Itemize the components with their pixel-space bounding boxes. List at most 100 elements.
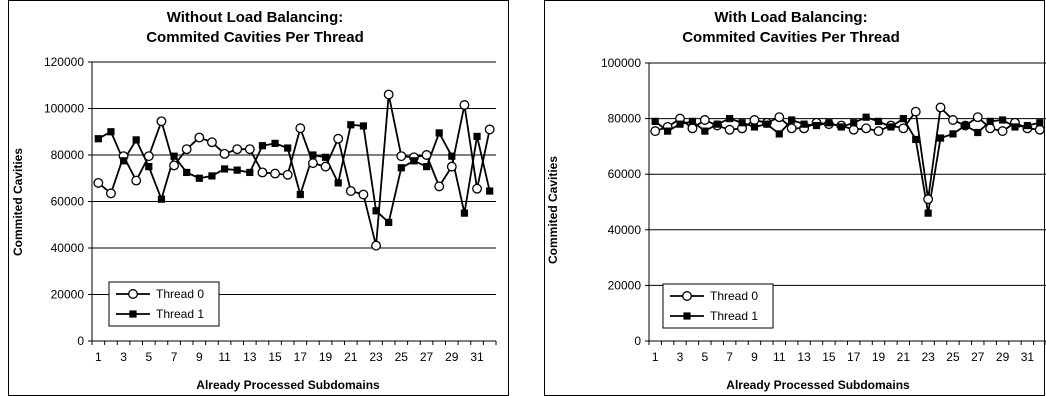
x-tick-label: 19 (872, 350, 886, 364)
x-axis-title: Already Processed Subdomains (196, 378, 380, 392)
data-point-thread-1 (460, 209, 469, 217)
data-point-thread-0 (383, 89, 394, 100)
data-point-thread-0 (244, 144, 255, 155)
x-tick-label: 7 (726, 350, 733, 364)
data-point-thread-1 (738, 119, 746, 127)
x-tick-label: 19 (319, 350, 333, 364)
data-point-thread-1 (145, 163, 153, 171)
data-point-thread-0 (472, 183, 483, 194)
data-point-thread-0 (181, 144, 192, 155)
data-point-thread-0 (257, 167, 268, 178)
chart-title-line-2: Commited Cavities Per Thread (146, 29, 364, 46)
x-tick-label: 1 (95, 350, 102, 364)
x-tick-label: 11 (773, 350, 786, 364)
x-tick-label: 13 (797, 350, 811, 364)
chart-title-line-1: With Load Balancing: (714, 9, 867, 26)
data-point-thread-0 (421, 150, 432, 160)
data-point-thread-1 (334, 179, 342, 187)
x-tick-label: 5 (145, 350, 152, 364)
x-tick-label: 13 (243, 350, 257, 364)
data-point-thread-1 (486, 187, 494, 195)
data-point-thread-0 (358, 189, 369, 200)
data-point-thread-1 (887, 123, 895, 131)
data-point-thread-1 (296, 190, 304, 199)
x-axis-title: Already Processed Subdomains (726, 378, 910, 392)
data-point-thread-1 (825, 119, 833, 127)
data-point-thread-0 (371, 240, 382, 251)
data-point-thread-1 (899, 115, 907, 123)
data-point-thread-0 (131, 175, 142, 186)
chart-without-load-balancing: Without Load Balancing: Commited Cavitie… (8, 0, 509, 396)
data-point-thread-0 (446, 161, 457, 172)
data-point-thread-0 (699, 115, 710, 125)
x-tick-label: 23 (369, 350, 383, 364)
x-tick-label: 5 (701, 350, 708, 364)
x-tick-label: 3 (120, 350, 127, 364)
x-tick-label: 31 (470, 350, 484, 364)
x-tick-label: 29 (996, 350, 1010, 364)
x-tick-label: 9 (196, 350, 203, 364)
data-point-thread-0 (143, 151, 154, 162)
data-point-thread-0 (910, 106, 921, 117)
x-tick-label: 23 (921, 350, 935, 364)
legend-marker-square (683, 312, 691, 320)
legend-marker-circle (682, 291, 692, 301)
y-tick-label: 100000 (44, 102, 84, 116)
data-point-thread-1 (998, 116, 1007, 124)
data-point-thread-0 (848, 124, 859, 135)
data-point-thread-1 (850, 119, 858, 127)
x-tick-label: 31 (1021, 350, 1035, 364)
x-tick-label: 27 (420, 350, 434, 364)
data-point-thread-1 (233, 166, 241, 174)
data-point-thread-1 (309, 151, 317, 159)
x-tick-label: 9 (751, 350, 758, 364)
y-tick-label: 60000 (608, 167, 642, 181)
data-point-thread-0 (232, 144, 243, 155)
data-point-thread-0 (935, 102, 946, 113)
data-point-thread-0 (459, 100, 470, 110)
data-point-thread-1 (651, 117, 659, 125)
data-point-thread-0 (724, 124, 735, 135)
data-point-thread-1 (422, 163, 431, 171)
x-tick-label: 17 (847, 350, 861, 364)
y-tick-label: 0 (634, 334, 641, 348)
data-point-thread-1 (1036, 119, 1044, 127)
data-point-thread-1 (246, 168, 254, 177)
legend-label: Thread 1 (156, 307, 204, 321)
data-point-thread-0 (749, 115, 760, 125)
data-point-thread-1 (170, 152, 178, 160)
data-point-thread-0 (972, 112, 983, 123)
data-point-thread-1 (183, 168, 191, 177)
chart-title-line-1: Without Load Balancing: (167, 9, 344, 26)
data-point-thread-0 (169, 160, 180, 171)
data-point-thread-0 (282, 169, 293, 180)
data-point-thread-1 (397, 164, 405, 172)
legend-box (108, 281, 220, 327)
data-point-thread-0 (194, 132, 205, 143)
data-point-thread-0 (861, 123, 872, 134)
data-point-thread-0 (320, 161, 331, 172)
x-tick-label: 25 (395, 350, 409, 364)
data-point-thread-1 (837, 123, 845, 131)
data-point-thread-0 (948, 115, 958, 125)
data-point-thread-1 (372, 207, 380, 215)
data-point-thread-1 (775, 130, 783, 138)
data-point-thread-1 (664, 127, 672, 135)
data-point-thread-1 (800, 120, 808, 128)
data-point-thread-0 (786, 123, 797, 134)
legend-marker-circle (128, 289, 138, 299)
x-tick-label: 11 (218, 350, 231, 364)
y-tick-label: 120000 (44, 55, 84, 69)
x-tick-label: 25 (946, 350, 960, 364)
data-point-thread-1 (107, 128, 115, 136)
data-point-thread-1 (1023, 121, 1031, 130)
data-point-thread-1 (195, 174, 203, 182)
y-tick-label: 20000 (51, 288, 85, 302)
data-point-thread-0 (898, 123, 909, 134)
data-point-thread-0 (997, 126, 1008, 137)
data-point-thread-0 (333, 133, 344, 144)
data-point-thread-1 (676, 120, 684, 128)
data-point-thread-1 (961, 121, 969, 130)
data-point-thread-0 (484, 124, 495, 135)
x-tick-label: 21 (897, 350, 911, 364)
